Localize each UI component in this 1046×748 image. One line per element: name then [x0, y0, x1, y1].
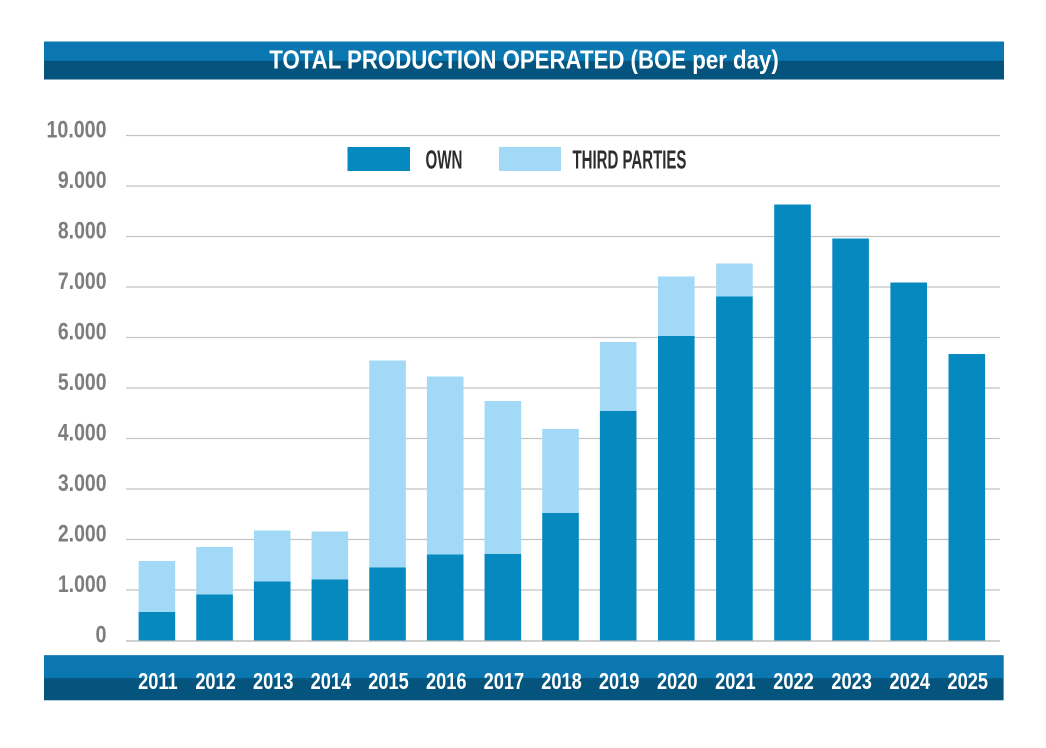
svg-text:8.000: 8.000 — [58, 216, 107, 243]
svg-text:2018: 2018 — [541, 669, 582, 695]
svg-text:2025: 2025 — [948, 669, 989, 695]
svg-text:2023: 2023 — [831, 669, 872, 695]
svg-text:2011: 2011 — [138, 669, 178, 695]
svg-text:2024: 2024 — [889, 669, 930, 695]
svg-text:2015: 2015 — [368, 669, 409, 695]
svg-text:2022: 2022 — [773, 669, 814, 695]
svg-text:5.000: 5.000 — [58, 368, 107, 395]
svg-text:2020: 2020 — [657, 669, 698, 695]
svg-text:2017: 2017 — [484, 669, 525, 695]
svg-text:10.000: 10.000 — [47, 115, 107, 142]
svg-text:TOTAL PRODUCTION OPERATED (BOE: TOTAL PRODUCTION OPERATED (BOE per day) — [269, 46, 778, 75]
svg-text:2.000: 2.000 — [58, 519, 107, 546]
svg-text:6.000: 6.000 — [58, 317, 107, 344]
svg-text:2013: 2013 — [253, 669, 294, 695]
svg-text:2019: 2019 — [599, 669, 640, 695]
svg-text:4.000: 4.000 — [58, 418, 107, 445]
svg-text:2016: 2016 — [426, 669, 467, 695]
svg-text:THIRD PARTIES: THIRD PARTIES — [573, 146, 687, 174]
svg-text:1.000: 1.000 — [58, 570, 107, 597]
svg-text:2021: 2021 — [715, 669, 756, 695]
svg-text:2014: 2014 — [311, 669, 352, 695]
svg-text:3.000: 3.000 — [58, 469, 107, 496]
svg-text:7.000: 7.000 — [58, 267, 107, 294]
svg-text:OWN: OWN — [426, 145, 463, 174]
svg-text:2012: 2012 — [195, 669, 236, 695]
svg-text:0: 0 — [96, 620, 107, 647]
svg-text:9.000: 9.000 — [58, 166, 107, 193]
